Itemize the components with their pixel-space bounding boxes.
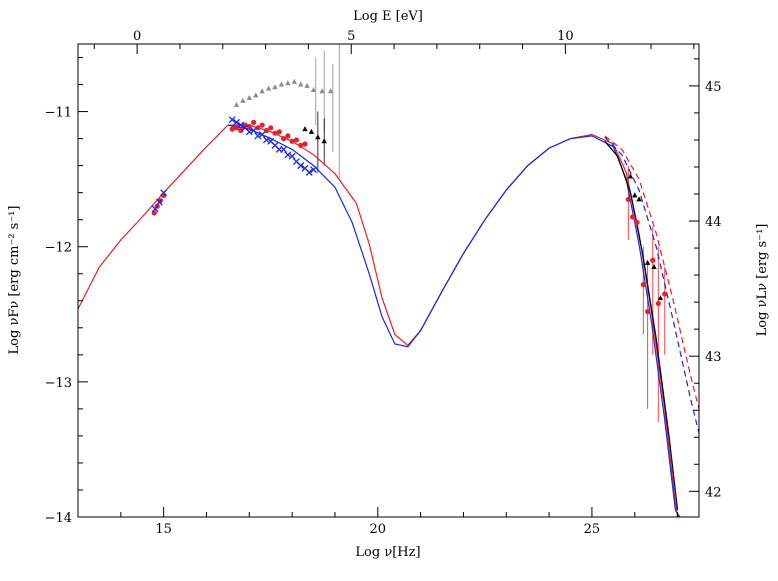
- x-tick-label-0: 15: [155, 522, 172, 537]
- point-6-11: [262, 136, 270, 144]
- point-5-26: [645, 308, 651, 315]
- point-6-9: [254, 132, 262, 140]
- point-5-29: [662, 291, 668, 297]
- tick-layer: 15 20 25 0 5 10 −11 −12 −13 −14 42 43 44 45: [45, 29, 722, 537]
- x-top-tick-label-0: 0: [133, 29, 141, 44]
- point-8-2: [246, 95, 253, 101]
- point-5-19: [293, 137, 300, 143]
- point-5-6: [238, 127, 244, 134]
- point-5-11: [259, 122, 265, 128]
- point-6-22: [310, 166, 318, 174]
- y-right-tick-label-2: 44: [705, 215, 722, 230]
- point-8-3: [253, 92, 259, 98]
- point-5-16: [280, 136, 287, 142]
- point-5-23: [630, 214, 636, 220]
- point-7-5: [632, 192, 638, 198]
- point-5-10: [255, 125, 261, 131]
- point-6-2: [160, 189, 168, 197]
- y-right-tick-label-3: 45: [705, 80, 722, 95]
- x-axis-label-bottom: Log ν[Hz]: [355, 545, 420, 560]
- y-tick-label-2: −13: [45, 376, 72, 391]
- point-6-5: [237, 121, 245, 129]
- point-7-8: [651, 263, 657, 269]
- x-tick-label-1: 20: [370, 522, 387, 537]
- point-7-4: [627, 173, 634, 179]
- series-line-4: [604, 136, 699, 434]
- point-6-7: [245, 128, 253, 136]
- point-6-1: [155, 198, 163, 206]
- point-8-14: [327, 88, 334, 94]
- point-8-7: [278, 81, 285, 87]
- point-8-9: [291, 78, 297, 84]
- x-top-tick-label-1: 5: [347, 29, 355, 44]
- point-8-12: [310, 86, 317, 92]
- point-7-6: [636, 196, 642, 202]
- point-5-13: [268, 125, 274, 131]
- point-6-8: [250, 127, 258, 134]
- point-6-3: [228, 116, 236, 124]
- point-5-21: [302, 141, 308, 147]
- y-tick-label-3: −14: [45, 511, 72, 526]
- point-8-6: [272, 84, 278, 90]
- point-5-25: [640, 281, 646, 288]
- point-5-20: [298, 142, 304, 148]
- point-5-22: [625, 196, 631, 203]
- point-5-28: [655, 300, 661, 307]
- data-layer: [78, 44, 699, 517]
- point-5-24: [634, 219, 640, 225]
- point-7-3: [321, 138, 327, 144]
- point-6-4: [233, 118, 240, 126]
- x-top-tick-label-2: 10: [557, 29, 574, 44]
- point-6-0: [151, 205, 159, 213]
- point-8-4: [259, 88, 265, 94]
- x-axis-label-top: Log E [eV]: [353, 9, 423, 24]
- point-7-9: [657, 295, 664, 301]
- point-6-19: [297, 162, 305, 170]
- point-6-10: [258, 131, 266, 139]
- point-5-18: [289, 138, 295, 144]
- y-tick-label-0: −11: [45, 106, 72, 121]
- series-line-0: [78, 124, 679, 517]
- series-line-3: [604, 135, 699, 410]
- y-right-tick-label-1: 43: [705, 350, 722, 365]
- point-5-15: [276, 129, 282, 135]
- point-5-17: [285, 133, 291, 139]
- point-8-13: [319, 88, 325, 94]
- y-tick-label-1: −12: [45, 241, 72, 256]
- point-6-15: [280, 145, 288, 153]
- point-6-17: [288, 152, 296, 160]
- series-line-2: [604, 140, 679, 511]
- series-line-1: [227, 124, 681, 517]
- point-5-14: [272, 130, 278, 136]
- y-right-tick-label-0: 42: [705, 485, 722, 500]
- point-8-11: [304, 82, 310, 88]
- point-5-27: [650, 257, 656, 263]
- point-7-0: [302, 126, 308, 132]
- point-8-5: [265, 85, 272, 91]
- point-6-16: [284, 151, 292, 159]
- point-5-4: [229, 126, 235, 132]
- point-8-8: [285, 80, 291, 86]
- point-5-9: [250, 119, 257, 125]
- point-7-2: [315, 134, 321, 140]
- y-axis-label-right: Log νLν [erg s⁻¹]: [755, 224, 770, 337]
- point-8-0: [233, 101, 240, 107]
- point-7-1: [308, 128, 315, 134]
- point-7-7: [644, 259, 651, 265]
- point-6-21: [305, 168, 313, 176]
- point-5-5: [233, 125, 240, 131]
- point-8-10: [298, 81, 304, 87]
- y-axis-label-left: Log νFν [erg cm⁻² s⁻¹]: [7, 206, 22, 355]
- x-tick-label-2: 25: [584, 522, 601, 537]
- plot-frame: [77, 43, 700, 518]
- point-8-1: [240, 97, 246, 103]
